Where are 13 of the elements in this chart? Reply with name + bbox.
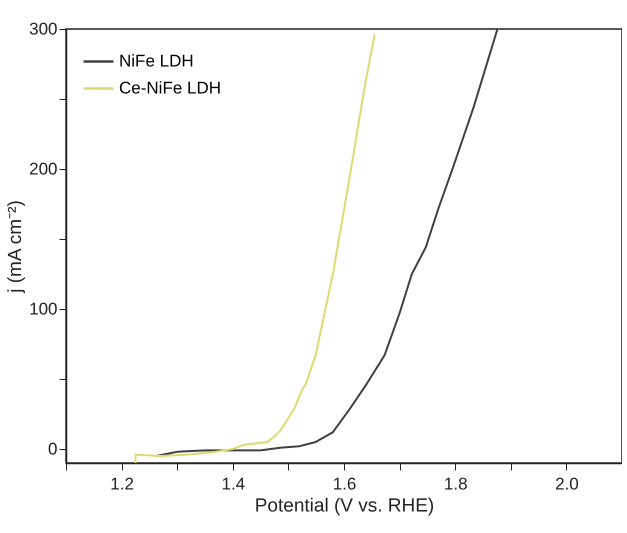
x-axis-title: Potential (V vs. RHE) bbox=[254, 496, 434, 516]
x-tick-label: 1.4 bbox=[221, 474, 246, 494]
y-tick-label: 100 bbox=[29, 300, 58, 318]
x-tick-label: 2.0 bbox=[555, 474, 579, 494]
legend-label: Ce-NiFe LDH bbox=[119, 78, 222, 98]
x-tick-label: 1.2 bbox=[110, 474, 134, 494]
y-axis-title: j (mA cm⁻²) bbox=[5, 200, 26, 294]
x-tick-label: 1.6 bbox=[332, 474, 356, 494]
y-tick-label: 0 bbox=[48, 440, 58, 458]
x-tick-label: 1.8 bbox=[444, 474, 468, 494]
legend-label: NiFe LDH bbox=[119, 52, 194, 70]
y-tick-label: 300 bbox=[29, 20, 58, 38]
y-tick-label: 200 bbox=[29, 160, 58, 178]
